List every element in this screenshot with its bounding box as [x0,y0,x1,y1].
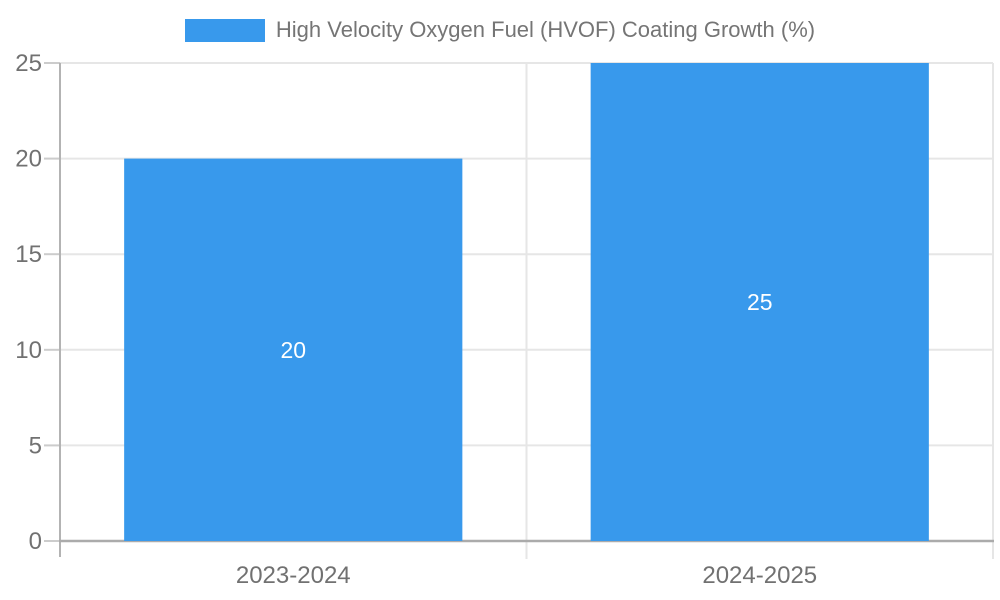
x-axis-label-2024-2025: 2024-2025 [702,562,817,589]
y-axis-label-25: 25 [15,50,42,77]
y-axis-label-20: 20 [15,146,42,173]
bar-value-label-2024-2025: 25 [747,289,773,315]
bar-value-label-2023-2024: 20 [280,337,306,363]
bar-2024-2025[interactable] [590,63,929,541]
bar-2023-2024[interactable] [124,158,463,541]
legend-swatch-icon [184,18,265,42]
y-axis-label-0: 0 [29,528,42,555]
y-axis-label-15: 15 [15,241,42,268]
legend: High Velocity Oxygen Fuel (HVOF) Coating… [0,17,1000,43]
x-axis-label-2023-2024: 2023-2024 [236,562,351,589]
legend-item-hvof-growth[interactable]: High Velocity Oxygen Fuel (HVOF) Coating… [184,17,816,43]
y-axis-label-5: 5 [29,432,42,459]
legend-label: High Velocity Oxygen Fuel (HVOF) Coating… [275,17,816,42]
y-axis-label-10: 10 [15,337,42,364]
